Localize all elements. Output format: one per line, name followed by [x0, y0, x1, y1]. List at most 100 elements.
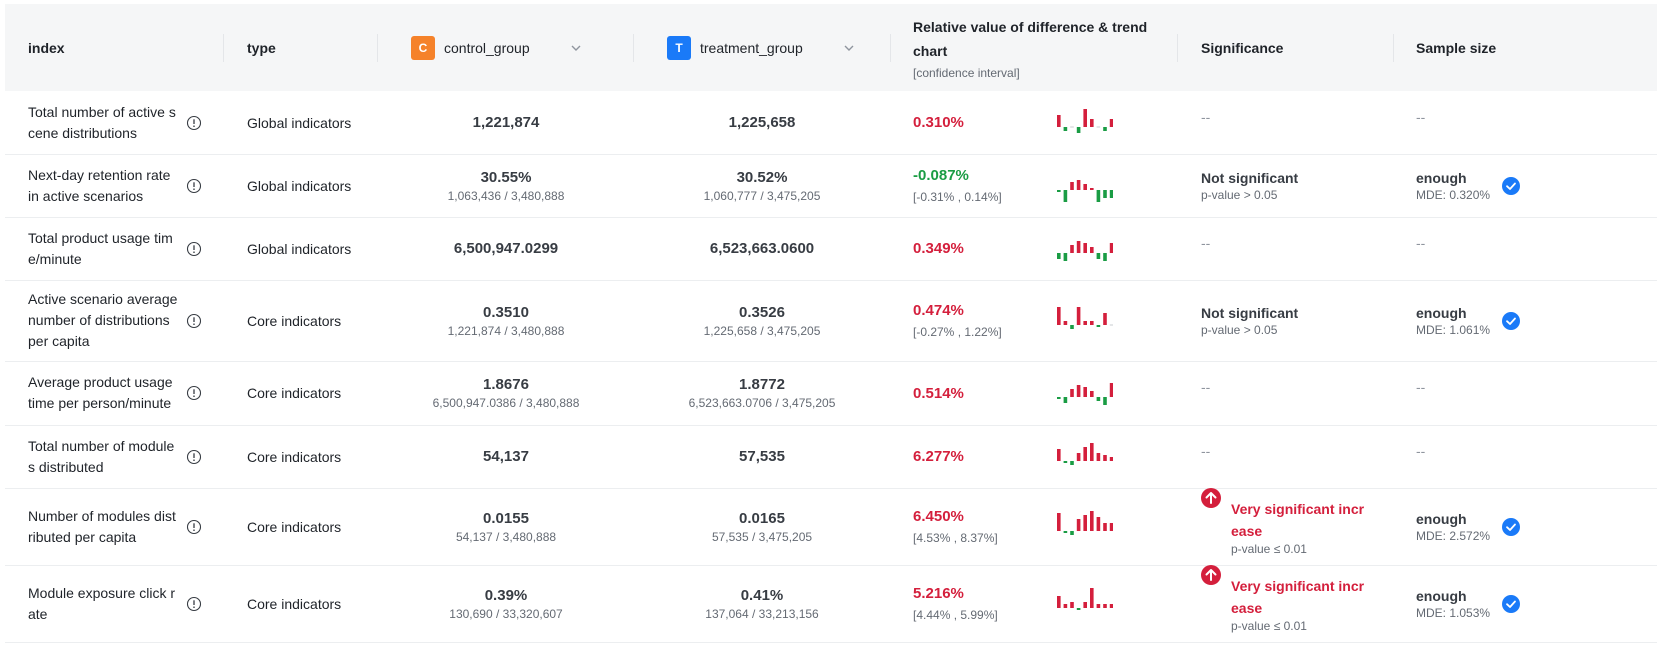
- sparkline-bar: [1103, 126, 1107, 131]
- treatment-value: 0.3526 1,225,658 / 3,475,205: [641, 280, 883, 361]
- info-icon[interactable]: [186, 596, 202, 612]
- control-main-value: 1.8676: [483, 376, 529, 393]
- table-row[interactable]: Total number of module s distributed Core…: [5, 425, 1657, 489]
- sparkline-bar: [1090, 246, 1094, 253]
- sparkline-bar: [1109, 324, 1113, 325]
- info-icon[interactable]: [186, 241, 202, 257]
- control-main-value: 0.0155: [483, 509, 529, 527]
- control-value: 6,500,947.0299: [385, 217, 627, 280]
- difference-percent: 0.310%: [913, 114, 964, 131]
- sparkline-bar: [1070, 244, 1074, 253]
- control-group-selector[interactable]: C control_group: [411, 4, 582, 91]
- header-diff-subtitle: [confidence interval]: [913, 66, 1020, 80]
- treatment-value: 1.8772 6,523,663.0706 / 3,475,205: [641, 361, 883, 425]
- sample-size-empty: --: [1416, 442, 1426, 459]
- metric-name: Total product usage tim e/minute: [28, 229, 173, 267]
- header-diff: Relative value of difference & trend cha…: [913, 4, 1163, 91]
- treatment-value: 57,535: [641, 425, 883, 488]
- metric-type: Global indicators: [247, 177, 352, 194]
- table-row[interactable]: Average product usage time per person/mi…: [5, 361, 1657, 426]
- trend-sparkline[interactable]: [1055, 441, 1113, 473]
- metric-name: Module exposure click r ate: [28, 584, 176, 622]
- sparkline-bar: [1070, 126, 1074, 127]
- info-icon[interactable]: [186, 178, 202, 194]
- relative-difference: -0.087% [-0.31% , 0.14%]: [913, 154, 1002, 217]
- metric-name: Active scenario average number of distri…: [28, 291, 178, 349]
- table-row[interactable]: Active scenario average number of distri…: [5, 280, 1657, 362]
- chevron-down-icon[interactable]: [843, 42, 855, 54]
- sparkline-bar: [1096, 324, 1101, 327]
- mde-value: MDE: 2.572%: [1416, 528, 1491, 543]
- sparkline-bar: [1083, 387, 1087, 397]
- sparkline-bar: [1083, 183, 1087, 190]
- info-icon[interactable]: [186, 115, 202, 131]
- table-row[interactable]: Total product usage tim e/minute Global i…: [5, 217, 1657, 281]
- arrow-up-icon: [1201, 565, 1221, 585]
- trend-sparkline[interactable]: [1055, 377, 1113, 409]
- sparkline-bar: [1096, 189, 1101, 202]
- trend-sparkline[interactable]: [1055, 305, 1113, 337]
- trend-sparkline[interactable]: [1055, 107, 1113, 139]
- sparkline-bar: [1076, 126, 1081, 133]
- significance-label: Very significant incr ease: [1231, 577, 1365, 616]
- metric-name: Average product usage time per person/mi…: [28, 374, 173, 411]
- confidence-interval: [4.53% , 8.37%]: [913, 531, 998, 545]
- sparkline-bar: [1076, 452, 1081, 461]
- sample-size: enough MDE: 1.061%: [1416, 280, 1626, 361]
- treatment-main-value: 30.52%: [736, 168, 788, 186]
- metric-type: Core indicators: [247, 385, 342, 401]
- treatment-main-value: 0.41%: [740, 586, 784, 604]
- treatment-group-selector[interactable]: T treatment_group: [667, 4, 855, 91]
- significance-label: Very significant incr ease: [1231, 500, 1365, 539]
- mde-value: MDE: 0.320%: [1416, 187, 1491, 202]
- trend-sparkline[interactable]: [1055, 510, 1113, 543]
- difference-percent: 6.450%: [913, 508, 964, 525]
- p-value: p-value > 0.05: [1201, 187, 1278, 202]
- p-value: p-value > 0.05: [1201, 322, 1278, 337]
- sparkline-bar: [1076, 518, 1081, 531]
- treatment-group-label: treatment_group: [700, 39, 803, 56]
- sparkline-bar: [1090, 587, 1094, 608]
- control-main-value: 30.55%: [480, 168, 532, 186]
- sample-size-status: enough: [1416, 510, 1467, 527]
- sparkline-bar: [1083, 242, 1087, 253]
- sparkline-bar: [1057, 448, 1061, 461]
- trend-sparkline[interactable]: [1055, 170, 1113, 202]
- sparkline-bar: [1083, 514, 1087, 531]
- treatment-main-value: 0.0165: [739, 509, 785, 527]
- info-icon[interactable]: [186, 313, 202, 329]
- control-value: 1.8676 6,500,947.0386 / 3,480,888: [385, 361, 627, 425]
- info-icon[interactable]: [186, 385, 202, 401]
- significance-label: Not significant: [1201, 304, 1299, 321]
- table-row[interactable]: Total number of active s cene distributi…: [5, 91, 1657, 155]
- treatment-detail: 57,535 / 3,475,205: [711, 529, 813, 544]
- sparkline-bar: [1057, 114, 1061, 127]
- table-row[interactable]: Module exposure click r ate Core indicato…: [5, 565, 1657, 643]
- column-divider: [890, 34, 891, 62]
- difference-percent: 0.514%: [913, 384, 964, 402]
- sparkline-bar: [1109, 118, 1113, 127]
- significance-empty: --: [1201, 442, 1211, 459]
- info-icon[interactable]: [186, 449, 202, 465]
- sparkline-bar: [1109, 242, 1113, 253]
- sparkline-bar: [1063, 189, 1068, 202]
- p-value: p-value ≤ 0.01: [1231, 541, 1307, 556]
- header-index: index: [28, 39, 65, 56]
- table-row[interactable]: Number of modules dist ributed per capit…: [5, 488, 1657, 566]
- control-value: 30.55% 1,063,436 / 3,480,888: [385, 154, 627, 217]
- sparkline-bar: [1083, 601, 1087, 608]
- chevron-down-icon[interactable]: [570, 42, 582, 54]
- sparkline-bar: [1057, 189, 1061, 192]
- sparkline-bar: [1070, 530, 1074, 535]
- sparkline-bar: [1109, 383, 1113, 397]
- arrow-up-icon: [1201, 488, 1221, 508]
- metric-name: Total number of active s cene distributi…: [28, 103, 176, 141]
- significance: --: [1201, 217, 1210, 280]
- trend-sparkline[interactable]: [1055, 587, 1113, 620]
- check-circle-icon: [1502, 176, 1520, 195]
- table-row[interactable]: Next-day retention rate in active scenar…: [5, 154, 1657, 218]
- trend-sparkline[interactable]: [1055, 233, 1113, 265]
- sparkline-bar: [1109, 603, 1113, 608]
- info-icon[interactable]: [186, 519, 202, 535]
- metrics-table: index type C control_group T treatment_g…: [5, 4, 1657, 643]
